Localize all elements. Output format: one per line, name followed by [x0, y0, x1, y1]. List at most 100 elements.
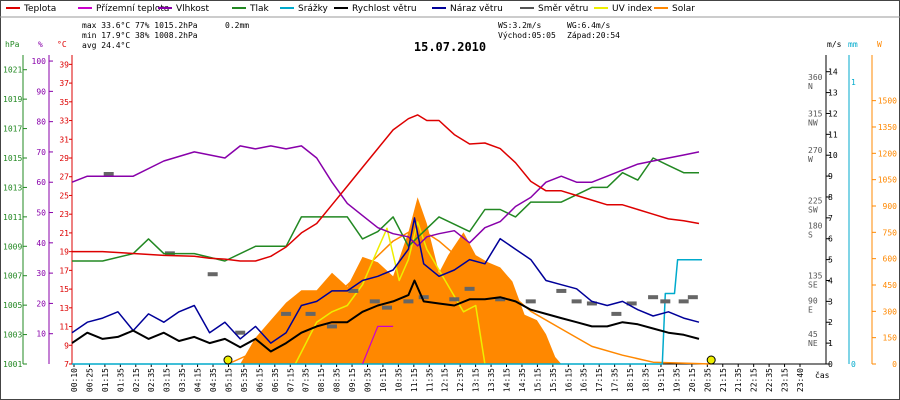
wind-direction-mark — [418, 295, 429, 300]
wind-direction-mark — [648, 295, 659, 300]
tick-dir-name: NE — [808, 339, 818, 348]
stats-sunset: Západ:20:54 — [567, 31, 620, 40]
legend-label: Vlhkost — [176, 4, 209, 14]
wind-direction-mark — [305, 311, 316, 316]
tick-w: 450 — [883, 281, 898, 290]
tick-ms: 1 — [828, 339, 833, 348]
tick-dir-degrees: 45 — [808, 330, 818, 339]
tick-dir-degrees: 90 — [808, 297, 818, 306]
axis-title-ms: m/s — [827, 40, 842, 49]
tick-x: 04:35 — [209, 368, 218, 392]
tick-x: 03:35 — [178, 368, 187, 392]
tick-x: 22:15 — [750, 368, 759, 392]
wind-direction-mark — [495, 297, 506, 302]
tick-x: 13:35 — [487, 368, 496, 392]
axis-title-mm: mm — [848, 40, 858, 49]
tick-dir-degrees: 135 — [808, 271, 823, 280]
tick-temp: 37 — [59, 79, 69, 88]
tick-x: 06:35 — [271, 368, 280, 392]
tick-temp: 25 — [59, 191, 69, 200]
wind-direction-mark — [678, 299, 689, 304]
tick-x: 22:35 — [765, 368, 774, 392]
tick-dir-degrees: 360 — [808, 73, 823, 82]
tick-w: 150 — [883, 334, 898, 343]
stats-max: max 33.6°C 77% 1015.2hPa — [82, 21, 198, 30]
stats-max-rain: 0.2mm — [225, 21, 249, 30]
tick-ms: 9 — [828, 172, 833, 181]
tick-pct: 90 — [36, 87, 46, 96]
tick-dir-name: S — [808, 230, 813, 239]
tick-pct: 80 — [36, 118, 46, 127]
tick-w: 750 — [883, 228, 898, 237]
tick-x: 02:35 — [147, 368, 156, 392]
tick-x: 07:35 — [302, 368, 311, 392]
wind-direction-mark — [382, 305, 393, 310]
wind-direction-mark — [464, 286, 475, 291]
tick-x: 02:15 — [132, 368, 141, 392]
chart-title: 15.07.2010 — [414, 40, 486, 54]
tick-ms: 11 — [828, 130, 838, 139]
tick-dir-name: SE — [808, 280, 818, 289]
stats-sunrise: Východ:05:05 — [498, 31, 556, 40]
tick-ms: 8 — [828, 193, 833, 202]
tick-dir-degrees: 225 — [808, 196, 823, 205]
wind-direction-mark — [326, 324, 337, 329]
tick-x: 16:15 — [564, 368, 573, 392]
tick-dir-name: NW — [808, 119, 818, 128]
legend: Teplota Přízemní teplota Vlhkost Tlak Srážky… — [0, 4, 900, 18]
tick-x: 14:15 — [503, 368, 512, 392]
axis-title-w: W — [877, 40, 882, 49]
sunset-marker — [706, 355, 716, 365]
tick-hpa: 1021 — [3, 66, 22, 75]
tick-mm: 0 — [851, 360, 856, 369]
tick-x: 06:15 — [255, 368, 264, 392]
tick-hpa: 1019 — [3, 95, 22, 104]
tick-ms: 12 — [828, 109, 838, 118]
legend-label: Tlak — [249, 4, 270, 14]
wind-direction-mark — [556, 288, 567, 293]
tick-x: 20:15 — [688, 368, 697, 392]
tick-hpa: 1013 — [3, 183, 22, 192]
tick-ms: 4 — [828, 276, 833, 285]
tick-x: 08:15 — [317, 368, 326, 392]
stats-wind-gust: WG:6.4m/s — [567, 21, 611, 30]
tick-pct: 70 — [36, 148, 46, 157]
tick-dir-degrees: 270 — [808, 146, 823, 155]
solar-area — [240, 197, 562, 364]
legend-label: UV index — [612, 4, 653, 14]
tick-dir-degrees: 180 — [808, 221, 823, 230]
legend-label: Teplota — [23, 4, 56, 14]
tick-temp: 9 — [64, 341, 69, 350]
tick-x: 19:15 — [657, 368, 666, 392]
tick-temp: 31 — [59, 135, 69, 144]
wind-speed-line — [71, 279, 700, 353]
tick-dir-name: SW — [808, 205, 818, 214]
wind-direction-mark — [449, 297, 460, 302]
legend-label: Srážky — [298, 4, 329, 14]
wind-direction-mark — [369, 299, 380, 304]
tick-x: 14:35 — [518, 368, 527, 392]
tick-temp: 13 — [59, 304, 69, 313]
rain-line — [72, 258, 702, 365]
tick-pct: 60 — [36, 178, 46, 187]
tick-dir-degrees: 315 — [808, 110, 823, 119]
tick-w: 300 — [883, 307, 898, 316]
tick-x: 16:35 — [580, 368, 589, 392]
tick-w: 1050 — [878, 176, 897, 185]
tick-w: 0 — [892, 360, 897, 369]
tick-x: 18:35 — [642, 368, 651, 392]
stats-wind-speed: WS:3.2m/s — [498, 21, 542, 30]
tick-x: 01:15 — [101, 368, 110, 392]
tick-x: 11:15 — [410, 368, 419, 392]
tick-x: 11:35 — [425, 368, 434, 392]
tick-temp: 29 — [59, 154, 69, 163]
legend-label: Solar — [672, 4, 695, 14]
ground-temperature-line — [361, 325, 394, 365]
axis-title-x: čas — [815, 370, 830, 380]
stats-min: min 17.9°C 38% 1008.2hPa — [82, 31, 198, 40]
tick-w: 600 — [883, 255, 898, 264]
tick-x: 10:35 — [394, 368, 403, 392]
tick-hpa: 1001 — [3, 360, 22, 369]
tick-ms: 7 — [828, 214, 833, 223]
tick-x: 04:15 — [194, 368, 203, 392]
